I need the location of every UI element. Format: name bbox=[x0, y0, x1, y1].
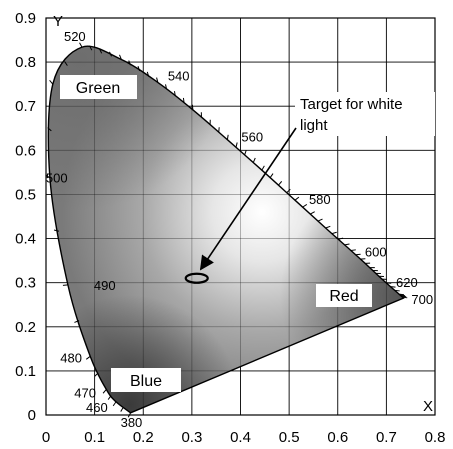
x-tick-label: 0.6 bbox=[327, 429, 348, 446]
y-axis-letter: Y bbox=[53, 13, 63, 30]
locus-tick bbox=[137, 66, 141, 72]
x-tick-labels: 0 0.1 0.2 0.3 0.4 0.5 0.6 0.7 0.8 bbox=[42, 429, 446, 446]
locus-tick bbox=[102, 389, 107, 394]
locus-tick bbox=[235, 142, 238, 148]
plot-frame bbox=[45, 17, 436, 416]
locus-tick bbox=[398, 293, 405, 296]
locus-tick bbox=[401, 295, 407, 298]
locus-tick bbox=[344, 243, 350, 246]
x-tick-label: 0.2 bbox=[133, 429, 154, 446]
locus-tick bbox=[294, 196, 300, 201]
locus-tick bbox=[302, 203, 308, 208]
wavelength-label-520: 520 bbox=[64, 29, 86, 44]
locus-tick bbox=[74, 320, 80, 323]
x-tick-label: 0.1 bbox=[84, 429, 105, 446]
wavelength-label-700: 700 bbox=[411, 292, 433, 307]
locus-tick bbox=[173, 91, 176, 97]
locus-tick bbox=[244, 150, 247, 156]
locus-tick bbox=[182, 97, 185, 103]
locus-tick bbox=[53, 229, 60, 232]
locus-tick bbox=[128, 60, 131, 66]
wavelength-label-470: 470 bbox=[74, 385, 96, 400]
wavelength-label-490: 490 bbox=[94, 278, 116, 293]
locus-tick bbox=[252, 157, 256, 163]
annotation-arrow bbox=[199, 127, 297, 271]
svg-text:Blue: Blue bbox=[130, 373, 162, 390]
locus-tick bbox=[338, 237, 344, 240]
x-tick-label: 0.4 bbox=[230, 429, 251, 446]
annotation-line-1: Target for white bbox=[300, 96, 403, 113]
x-tick-label: 0.3 bbox=[181, 429, 202, 446]
locus-tick bbox=[107, 395, 112, 400]
locus-tick bbox=[94, 372, 99, 377]
y-tick-label: 0.7 bbox=[15, 98, 36, 115]
locus-tick bbox=[402, 296, 408, 299]
y-tick-label: 0.4 bbox=[15, 231, 36, 248]
locus-tick bbox=[79, 42, 83, 48]
y-tick-label: 0.2 bbox=[15, 319, 36, 336]
region-label-green: Green bbox=[60, 75, 137, 99]
y-tick-label: 0.1 bbox=[15, 363, 36, 380]
x-tick-label: 0.7 bbox=[376, 429, 397, 446]
region-label-red: Red bbox=[316, 284, 372, 307]
y-tick-label: 0.8 bbox=[15, 54, 36, 71]
y-tick-labels: 0 0.1 0.2 0.3 0.4 0.5 0.6 0.7 0.8 0.9 bbox=[15, 10, 36, 424]
wavelength-label-380: 380 bbox=[121, 415, 143, 430]
y-tick-label: 0 bbox=[28, 407, 36, 424]
spectral-locus bbox=[47, 45, 405, 414]
x-axis-letter: X bbox=[423, 398, 433, 415]
x-tick-label: 0 bbox=[42, 429, 50, 446]
locus-tick bbox=[278, 181, 283, 186]
locus-tick bbox=[286, 188, 291, 194]
locus-tick bbox=[350, 249, 356, 251]
y-tick-label: 0.9 bbox=[15, 10, 36, 27]
locus-tick bbox=[119, 54, 122, 60]
wavelength-label-460: 460 bbox=[86, 400, 108, 415]
locus-tick bbox=[64, 61, 68, 66]
locus-tick bbox=[165, 84, 168, 90]
wavelength-label-480: 480 bbox=[60, 350, 82, 365]
locus-tick bbox=[120, 407, 124, 412]
wavelength-label-580: 580 bbox=[309, 192, 331, 207]
locus-tick bbox=[112, 401, 117, 407]
svg-text:Green: Green bbox=[76, 80, 120, 97]
locus-tick bbox=[62, 284, 68, 286]
locus-tick bbox=[99, 48, 103, 54]
locus-tick bbox=[400, 294, 406, 297]
y-tick-label: 0.6 bbox=[15, 142, 36, 159]
x-tick-label: 0.5 bbox=[279, 429, 300, 446]
locus-tick bbox=[310, 211, 315, 215]
annotation-line-2: light bbox=[300, 117, 328, 134]
locus-tick bbox=[146, 71, 150, 77]
annotation-background bbox=[295, 92, 435, 136]
wavelength-label-620: 620 bbox=[396, 275, 418, 290]
svg-text:Red: Red bbox=[329, 288, 358, 305]
locus-tick bbox=[261, 165, 265, 171]
y-tick-label: 0.3 bbox=[15, 275, 36, 292]
locus-tick bbox=[85, 355, 91, 360]
locus-tick bbox=[331, 231, 337, 235]
wavelength-label-560: 560 bbox=[241, 130, 263, 145]
locus-tick bbox=[109, 51, 112, 57]
region-label-blue: Blue bbox=[111, 368, 181, 392]
wavelength-label-500: 500 bbox=[46, 171, 68, 186]
locus-tick bbox=[49, 79, 54, 85]
locus-tick bbox=[269, 173, 274, 178]
white-target-ellipse bbox=[184, 272, 209, 284]
locus-ticks bbox=[45, 42, 408, 418]
wavelength-label-600: 600 bbox=[365, 244, 387, 259]
locus-tick bbox=[394, 289, 400, 292]
wavelength-label-540: 540 bbox=[168, 68, 190, 83]
locus-tick bbox=[226, 134, 229, 140]
locus-tick bbox=[325, 225, 331, 229]
y-tick-label: 0.5 bbox=[15, 186, 36, 203]
locus-tick bbox=[47, 127, 52, 132]
locus-tick bbox=[317, 218, 323, 222]
x-tick-label: 0.8 bbox=[425, 429, 446, 446]
locus-tick bbox=[89, 45, 93, 51]
locus-tick bbox=[156, 77, 159, 83]
